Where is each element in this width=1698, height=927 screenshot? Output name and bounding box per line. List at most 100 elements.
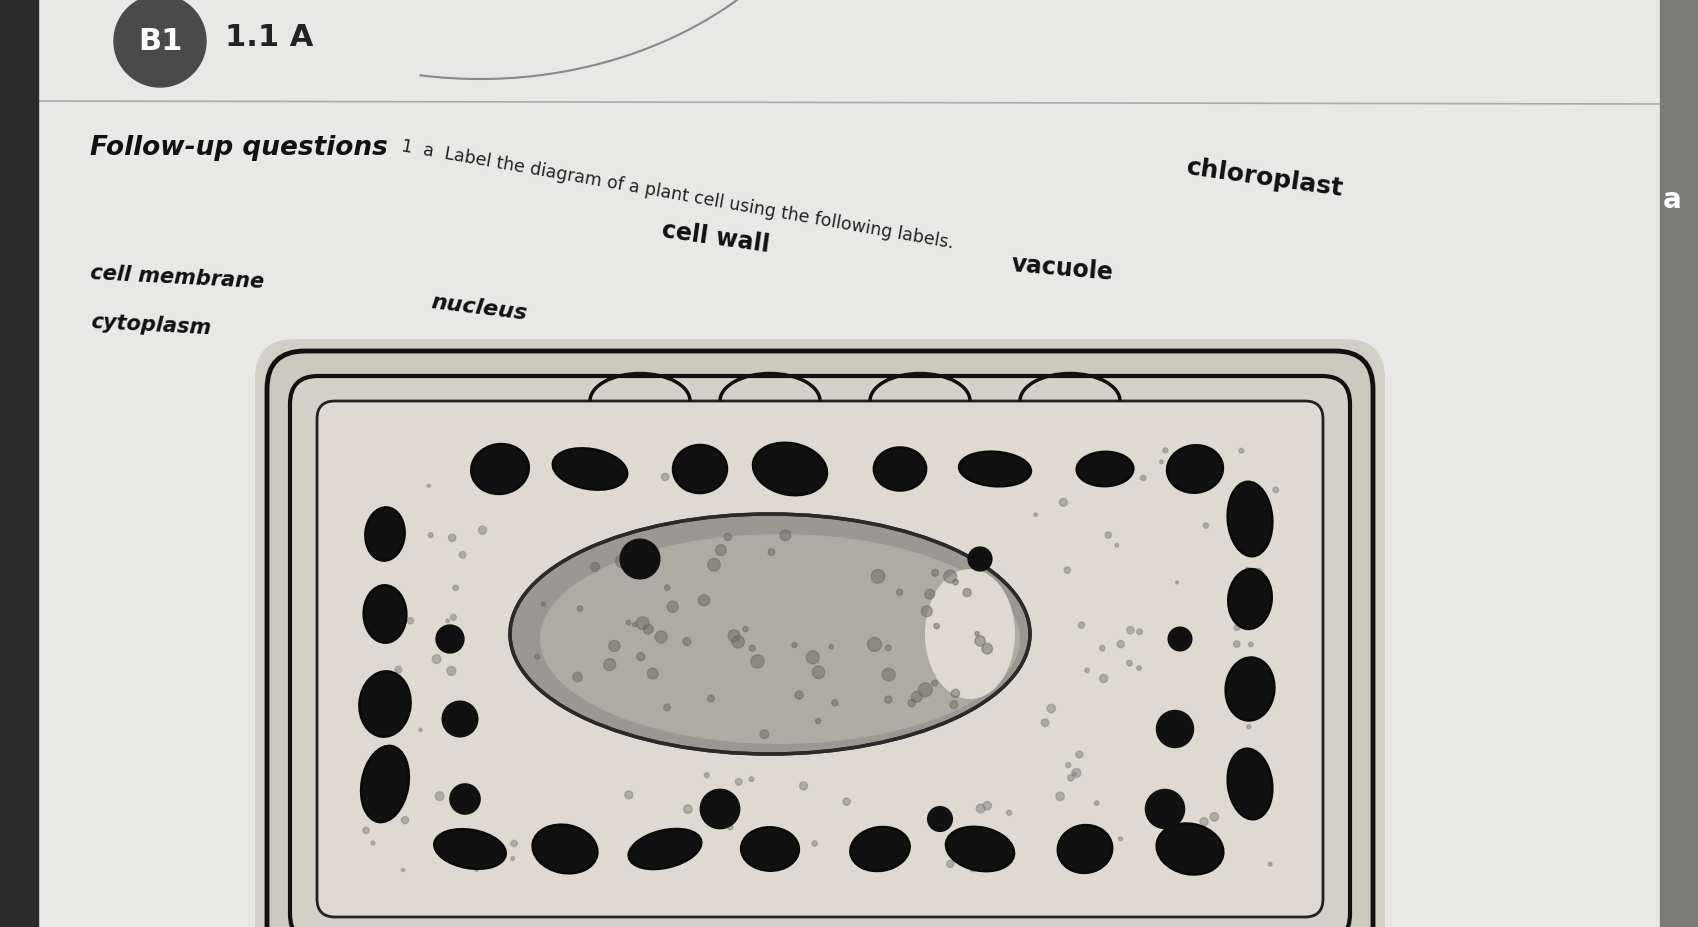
Circle shape bbox=[812, 841, 817, 846]
Circle shape bbox=[628, 852, 632, 856]
Circle shape bbox=[1136, 666, 1141, 671]
Circle shape bbox=[683, 638, 691, 646]
Circle shape bbox=[767, 550, 774, 556]
Circle shape bbox=[1255, 668, 1258, 671]
Circle shape bbox=[435, 792, 443, 801]
Circle shape bbox=[708, 559, 720, 571]
Text: cell wall: cell wall bbox=[661, 219, 771, 257]
Circle shape bbox=[953, 579, 958, 585]
Ellipse shape bbox=[1228, 749, 1272, 819]
Circle shape bbox=[684, 487, 689, 491]
Circle shape bbox=[1200, 818, 1209, 826]
Circle shape bbox=[1034, 514, 1037, 517]
Circle shape bbox=[946, 860, 954, 868]
Circle shape bbox=[700, 790, 740, 829]
Circle shape bbox=[751, 655, 764, 668]
Circle shape bbox=[1238, 609, 1245, 616]
FancyBboxPatch shape bbox=[255, 339, 1386, 927]
Ellipse shape bbox=[874, 448, 925, 491]
Circle shape bbox=[1168, 628, 1192, 651]
Circle shape bbox=[963, 589, 971, 597]
Text: 1  a  Label the diagram of a plant cell using the following labels.: 1 a Label the diagram of a plant cell us… bbox=[401, 137, 954, 252]
Circle shape bbox=[1109, 458, 1116, 464]
Circle shape bbox=[975, 632, 980, 636]
Circle shape bbox=[927, 806, 953, 832]
Text: 1.1 A: 1.1 A bbox=[226, 23, 314, 53]
Circle shape bbox=[479, 527, 487, 535]
Circle shape bbox=[1119, 837, 1122, 841]
Circle shape bbox=[791, 642, 796, 648]
Circle shape bbox=[1204, 524, 1209, 528]
Circle shape bbox=[723, 534, 732, 541]
Circle shape bbox=[1160, 461, 1163, 464]
Circle shape bbox=[932, 680, 937, 686]
Circle shape bbox=[1268, 862, 1272, 866]
Text: cytoplasm: cytoplasm bbox=[90, 311, 212, 337]
Ellipse shape bbox=[540, 535, 1020, 744]
Circle shape bbox=[664, 586, 669, 590]
Circle shape bbox=[616, 554, 628, 568]
Circle shape bbox=[807, 651, 818, 664]
Circle shape bbox=[654, 553, 659, 559]
Circle shape bbox=[363, 828, 368, 833]
Circle shape bbox=[885, 696, 891, 704]
Circle shape bbox=[925, 590, 934, 600]
Circle shape bbox=[1077, 751, 1083, 758]
Text: vacuole: vacuole bbox=[1010, 251, 1114, 284]
Ellipse shape bbox=[472, 445, 528, 494]
Circle shape bbox=[908, 700, 915, 706]
Ellipse shape bbox=[1167, 446, 1223, 493]
Circle shape bbox=[667, 602, 678, 613]
Circle shape bbox=[662, 474, 669, 481]
Circle shape bbox=[1248, 642, 1253, 647]
Circle shape bbox=[829, 645, 834, 649]
Circle shape bbox=[912, 692, 922, 703]
Circle shape bbox=[1094, 801, 1099, 806]
Circle shape bbox=[812, 667, 825, 679]
FancyBboxPatch shape bbox=[267, 351, 1374, 927]
Circle shape bbox=[1100, 645, 1105, 652]
Circle shape bbox=[1240, 449, 1243, 453]
Circle shape bbox=[779, 530, 791, 541]
Circle shape bbox=[715, 545, 727, 556]
Circle shape bbox=[591, 563, 599, 572]
Circle shape bbox=[1056, 793, 1065, 801]
Circle shape bbox=[1073, 772, 1077, 776]
Circle shape bbox=[868, 638, 881, 652]
Ellipse shape bbox=[959, 452, 1031, 487]
Circle shape bbox=[535, 654, 540, 659]
Circle shape bbox=[396, 611, 402, 617]
Circle shape bbox=[114, 0, 205, 88]
Circle shape bbox=[970, 865, 976, 871]
Circle shape bbox=[1041, 719, 1049, 727]
Circle shape bbox=[450, 784, 481, 814]
Circle shape bbox=[1267, 508, 1270, 513]
Circle shape bbox=[744, 627, 749, 632]
Bar bbox=[0, 0, 37, 927]
Circle shape bbox=[922, 606, 932, 617]
Circle shape bbox=[637, 653, 645, 661]
Text: a: a bbox=[1662, 185, 1681, 214]
Circle shape bbox=[1126, 661, 1133, 667]
Circle shape bbox=[705, 773, 710, 778]
Circle shape bbox=[392, 784, 396, 788]
Circle shape bbox=[949, 701, 958, 709]
Circle shape bbox=[1100, 675, 1107, 683]
Ellipse shape bbox=[851, 827, 910, 871]
Circle shape bbox=[747, 851, 754, 858]
Circle shape bbox=[749, 645, 756, 652]
Ellipse shape bbox=[1226, 658, 1275, 720]
Circle shape bbox=[1156, 711, 1194, 748]
Circle shape bbox=[1211, 813, 1219, 821]
Circle shape bbox=[795, 692, 803, 699]
Ellipse shape bbox=[1156, 823, 1223, 874]
Circle shape bbox=[428, 533, 433, 538]
Circle shape bbox=[1136, 629, 1143, 635]
Circle shape bbox=[396, 667, 402, 673]
Circle shape bbox=[1146, 790, 1185, 829]
Circle shape bbox=[919, 683, 932, 697]
Circle shape bbox=[1068, 775, 1073, 781]
Circle shape bbox=[1048, 705, 1056, 713]
Circle shape bbox=[1060, 499, 1068, 507]
Circle shape bbox=[1117, 641, 1124, 648]
